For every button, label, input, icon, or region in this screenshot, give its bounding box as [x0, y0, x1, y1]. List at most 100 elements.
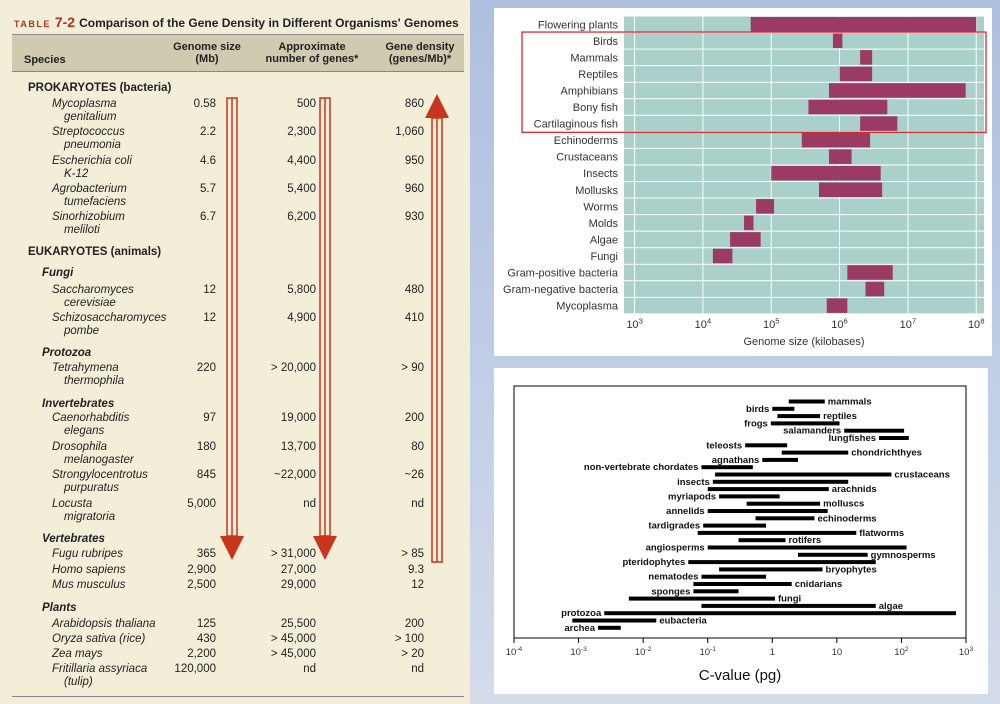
vertebrate-highlight-box: [521, 31, 987, 134]
table-category: PROKARYOTES (bacteria): [28, 82, 172, 94]
category-label: Cartilaginous fish: [534, 119, 618, 131]
species-name: Saccharomyces: [52, 284, 134, 296]
table-bottom-rule: [12, 696, 464, 697]
taxon-label: fungi: [778, 594, 801, 605]
gene-density-value: > 90: [401, 362, 424, 374]
category-label: Molds: [589, 218, 619, 230]
range-bar: [762, 457, 798, 462]
taxon-label: reptiles: [823, 411, 857, 422]
table-subcategory: Vertebrates: [42, 533, 105, 545]
range-bar: [598, 625, 621, 630]
range-bar: [839, 66, 873, 82]
range-bar: [719, 494, 780, 499]
range-bar: [572, 618, 657, 623]
range-bar: [715, 472, 892, 477]
range-bar: [832, 33, 843, 49]
gene-count-value: > 20,000: [270, 362, 316, 374]
table-title-text: Comparison of the Gene Density in Differ…: [79, 16, 459, 30]
genome-size-chart: Flowering plants Birds Mammals Reptiles Amph…: [494, 8, 992, 356]
gene-count-value: 19,000: [280, 412, 316, 424]
taxon-label: protozoa: [561, 608, 602, 619]
taxon-label: salamanders: [783, 426, 841, 437]
category-label: Birds: [593, 36, 619, 48]
category-label: Gram-negative bacteria: [503, 284, 619, 296]
category-label: Crustaceans: [556, 152, 618, 164]
range-bar: [828, 149, 852, 164]
category-label: Mycoplasma: [556, 301, 619, 313]
taxon-label: pteridophytes: [622, 557, 685, 568]
range-bar: [828, 83, 966, 98]
genome-size-chart-svg: Flowering plants Birds Mammals Reptiles Amph…: [503, 15, 987, 348]
gene-density-value: nd: [411, 498, 424, 510]
range-bar: [750, 17, 977, 32]
category-label: Flowering plants: [538, 19, 619, 31]
plot-frame: [513, 385, 967, 639]
taxon-label: birds: [746, 404, 769, 415]
range-bar: [628, 596, 775, 601]
taxon-label: archea: [564, 623, 595, 634]
gene-count-value: ~22,000: [274, 469, 316, 481]
genome-size-value: 0.58: [193, 98, 216, 110]
taxon-label: mammals: [828, 397, 872, 408]
range-bar: [771, 165, 881, 181]
species-name: Caenorhabditis: [52, 412, 130, 424]
genome-size-value: 5.7: [200, 183, 216, 195]
species-name: Agrobacterium: [52, 183, 127, 195]
header-density-1: Gene density: [385, 41, 455, 53]
range-bar: [707, 487, 829, 492]
header-genome-size-1: Genome size: [173, 41, 241, 53]
species-name-line2: tumefaciens: [64, 196, 127, 208]
range-bar: [756, 199, 775, 214]
genome-size-value: 2,900: [187, 564, 216, 576]
range-bar: [772, 406, 795, 411]
gene-density-value: 1,060: [395, 126, 424, 138]
table-label: TABLE: [14, 19, 51, 29]
species-name-line2: (tulip): [64, 676, 93, 688]
range-bar: [688, 560, 876, 565]
species-name-line2: thermophila: [64, 375, 125, 387]
gene-density-value: 9.3: [408, 564, 424, 576]
category-label: Amphibians: [561, 85, 619, 97]
range-bar: [777, 414, 821, 419]
gene-count-value: 27,000: [280, 564, 316, 576]
species-name-line2: pneumonia: [64, 139, 121, 151]
range-bar: [847, 265, 893, 280]
species-name: Streptococcus: [52, 126, 125, 138]
range-bar: [701, 603, 876, 608]
range-bar: [707, 545, 907, 550]
gene-density-table: TABLE 7-2 Comparison of the Gene Density i…: [0, 0, 470, 704]
range-bar: [745, 443, 788, 448]
category-label: Reptiles: [578, 69, 618, 81]
taxon-label: rotifers: [788, 535, 821, 546]
range-bar: [744, 215, 754, 231]
arrow-up-gene-density: [425, 94, 449, 563]
x-tick-label: 10-3: [570, 646, 587, 658]
category-label: Gram-positive bacteria: [507, 268, 619, 280]
genome-size-value: 365: [196, 548, 216, 560]
species-name-line2: purpuratus: [64, 482, 119, 494]
x-tick-label: 10: [832, 647, 843, 658]
range-bar: [712, 248, 733, 264]
taxon-label: insects: [677, 477, 710, 488]
category-label: Echinoderms: [554, 135, 619, 147]
taxon-label: arachnids: [832, 484, 877, 495]
gene-density-value: 930: [404, 211, 424, 223]
c-value-chart-svg: 10-4 10-3 10-2 10-1 1 10 102 103 C-value (pg) mam…: [506, 385, 973, 684]
species-name: Arabidopsis thaliana: [52, 618, 156, 630]
gene-density-value: 410: [404, 312, 424, 324]
header-genes-2: number of genes*: [265, 53, 359, 65]
range-bar: [860, 50, 873, 65]
table-title: TABLE 7-2 Comparison of the Gene Density i…: [14, 14, 459, 30]
taxon-label: teleosts: [706, 440, 742, 451]
gene-density-value: ~26: [404, 469, 424, 481]
gene-count-value: 2,300: [287, 126, 316, 138]
gene-density-value: > 20: [401, 648, 424, 660]
x-tick-label: 10-2: [635, 646, 652, 658]
header-genome-size-2: (Mb): [195, 53, 219, 65]
genome-size-value: 180: [196, 441, 216, 453]
category-label: Mammals: [570, 52, 618, 64]
gene-density-value: 480: [404, 284, 424, 296]
range-bar: [801, 132, 871, 148]
gene-count-value: 5,400: [287, 183, 316, 195]
gene-density-value: 12: [411, 579, 424, 591]
